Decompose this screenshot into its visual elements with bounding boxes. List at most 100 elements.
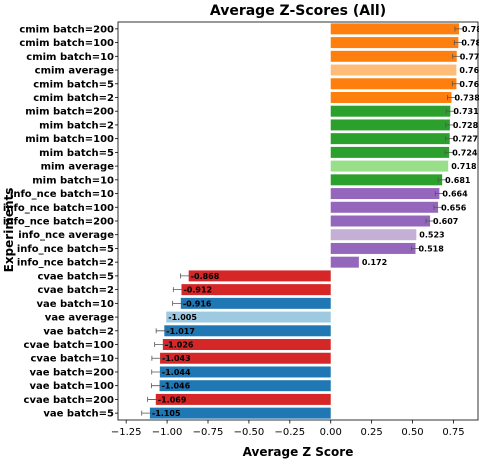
bar	[330, 215, 431, 227]
x-tick-label: −0.50	[234, 427, 265, 438]
category-label: info_nce batch=5	[17, 244, 114, 255]
data-label: 0.728	[453, 121, 479, 130]
data-label: 0.718	[451, 162, 477, 171]
bar	[330, 160, 449, 172]
category-label: mim average	[41, 162, 115, 173]
bar	[159, 380, 331, 392]
data-label: -0.912	[183, 286, 212, 295]
bar	[330, 146, 450, 158]
bar	[330, 50, 457, 62]
chart-title: Average Z-Scores (All)	[210, 3, 386, 19]
bar	[330, 174, 443, 186]
category-label: mim batch=2	[39, 120, 114, 131]
data-label: -1.017	[166, 327, 195, 336]
category-label: cmim batch=10	[26, 52, 114, 63]
data-label: 0.172	[362, 258, 387, 267]
bar	[330, 119, 450, 131]
data-label: 0.656	[441, 203, 467, 212]
bar	[155, 393, 331, 405]
y-axis-label: Experiments	[2, 188, 16, 273]
x-tick-label: 0.50	[401, 427, 423, 438]
category-label: vae batch=100	[29, 381, 114, 392]
bar	[330, 23, 460, 35]
bar	[181, 284, 331, 296]
category-label: cvae batch=5	[37, 271, 114, 282]
x-tick-label: −1.25	[111, 427, 142, 438]
data-label: -1.043	[162, 354, 191, 363]
x-tick-label: 0.00	[320, 427, 342, 438]
data-label: 0.518	[418, 244, 444, 253]
category-label: mim batch=5	[39, 148, 114, 159]
bar	[159, 366, 331, 378]
category-label: vae batch=2	[43, 326, 114, 337]
category-label: cmim batch=100	[19, 38, 114, 49]
category-label: vae batch=5	[43, 409, 114, 420]
category-label: cvae batch=10	[31, 354, 115, 365]
category-label: cmim average	[35, 66, 115, 77]
data-label: 0.727	[453, 135, 478, 144]
bar	[188, 270, 331, 282]
category-label: vae batch=10	[36, 299, 114, 310]
bar	[160, 352, 331, 364]
plot-area: cmim batch=200 0.784 cmim batch=100 0.780 cm…	[3, 21, 479, 438]
category-label: mim batch=10	[32, 175, 114, 186]
category-label: info_nce batch=2	[17, 258, 114, 269]
bar	[330, 256, 359, 268]
bar	[330, 242, 416, 254]
category-label: info_nce batch=200	[3, 217, 114, 228]
data-label: -1.069	[158, 395, 187, 404]
category-label: vae batch=200	[29, 367, 114, 378]
data-label: -1.046	[162, 382, 191, 391]
data-label: 0.770	[460, 52, 479, 61]
bar	[180, 297, 331, 309]
x-axis-label: Average Z Score	[243, 445, 354, 459]
data-label: -1.044	[162, 368, 191, 377]
data-label: 0.780	[461, 39, 479, 48]
category-label: cmim batch=200	[19, 24, 114, 35]
data-label: 0.664	[442, 190, 468, 199]
data-label: -1.026	[165, 341, 194, 350]
data-label: 0.681	[445, 176, 471, 185]
category-label: info_nce batch=100	[3, 203, 114, 214]
data-label: 0.768	[459, 66, 479, 75]
bar	[330, 201, 439, 213]
data-label: 0.768	[459, 80, 479, 89]
data-label: -0.916	[183, 299, 212, 308]
category-label: mim batch=200	[25, 107, 114, 118]
bar	[330, 91, 452, 103]
bar	[164, 325, 331, 337]
category-label: cmim batch=2	[33, 93, 114, 104]
data-label: 0.607	[433, 217, 458, 226]
data-label: -1.105	[152, 409, 181, 418]
category-label: cmim batch=5	[33, 79, 114, 90]
bar	[330, 133, 450, 145]
bar	[330, 37, 459, 49]
bar	[330, 188, 440, 200]
category-label: mim batch=100	[25, 134, 114, 145]
bar	[330, 105, 451, 117]
bar	[162, 339, 331, 351]
category-label: cvae batch=200	[24, 395, 114, 406]
x-tick-label: −0.75	[193, 427, 224, 438]
data-label: 0.523	[419, 231, 444, 240]
x-tick-label: 0.25	[361, 427, 383, 438]
category-label: cvae batch=100	[24, 340, 114, 351]
data-label: -0.868	[191, 272, 220, 281]
category-label: cvae batch=2	[37, 285, 114, 296]
bar	[330, 64, 457, 76]
x-tick-label: −1.00	[152, 427, 183, 438]
data-label: 0.731	[453, 107, 479, 116]
category-label: info_nce batch=10	[10, 189, 114, 200]
bar	[330, 78, 457, 90]
data-label: 0.738	[454, 93, 479, 102]
x-tick-label: 0.75	[442, 427, 464, 438]
bar	[149, 407, 331, 419]
data-label: 0.724	[452, 148, 478, 157]
category-label: info_nce average	[18, 230, 114, 241]
bar	[166, 311, 331, 323]
data-label: 0.784	[462, 25, 479, 34]
data-label: -1.005	[168, 313, 197, 322]
bar	[330, 229, 417, 241]
